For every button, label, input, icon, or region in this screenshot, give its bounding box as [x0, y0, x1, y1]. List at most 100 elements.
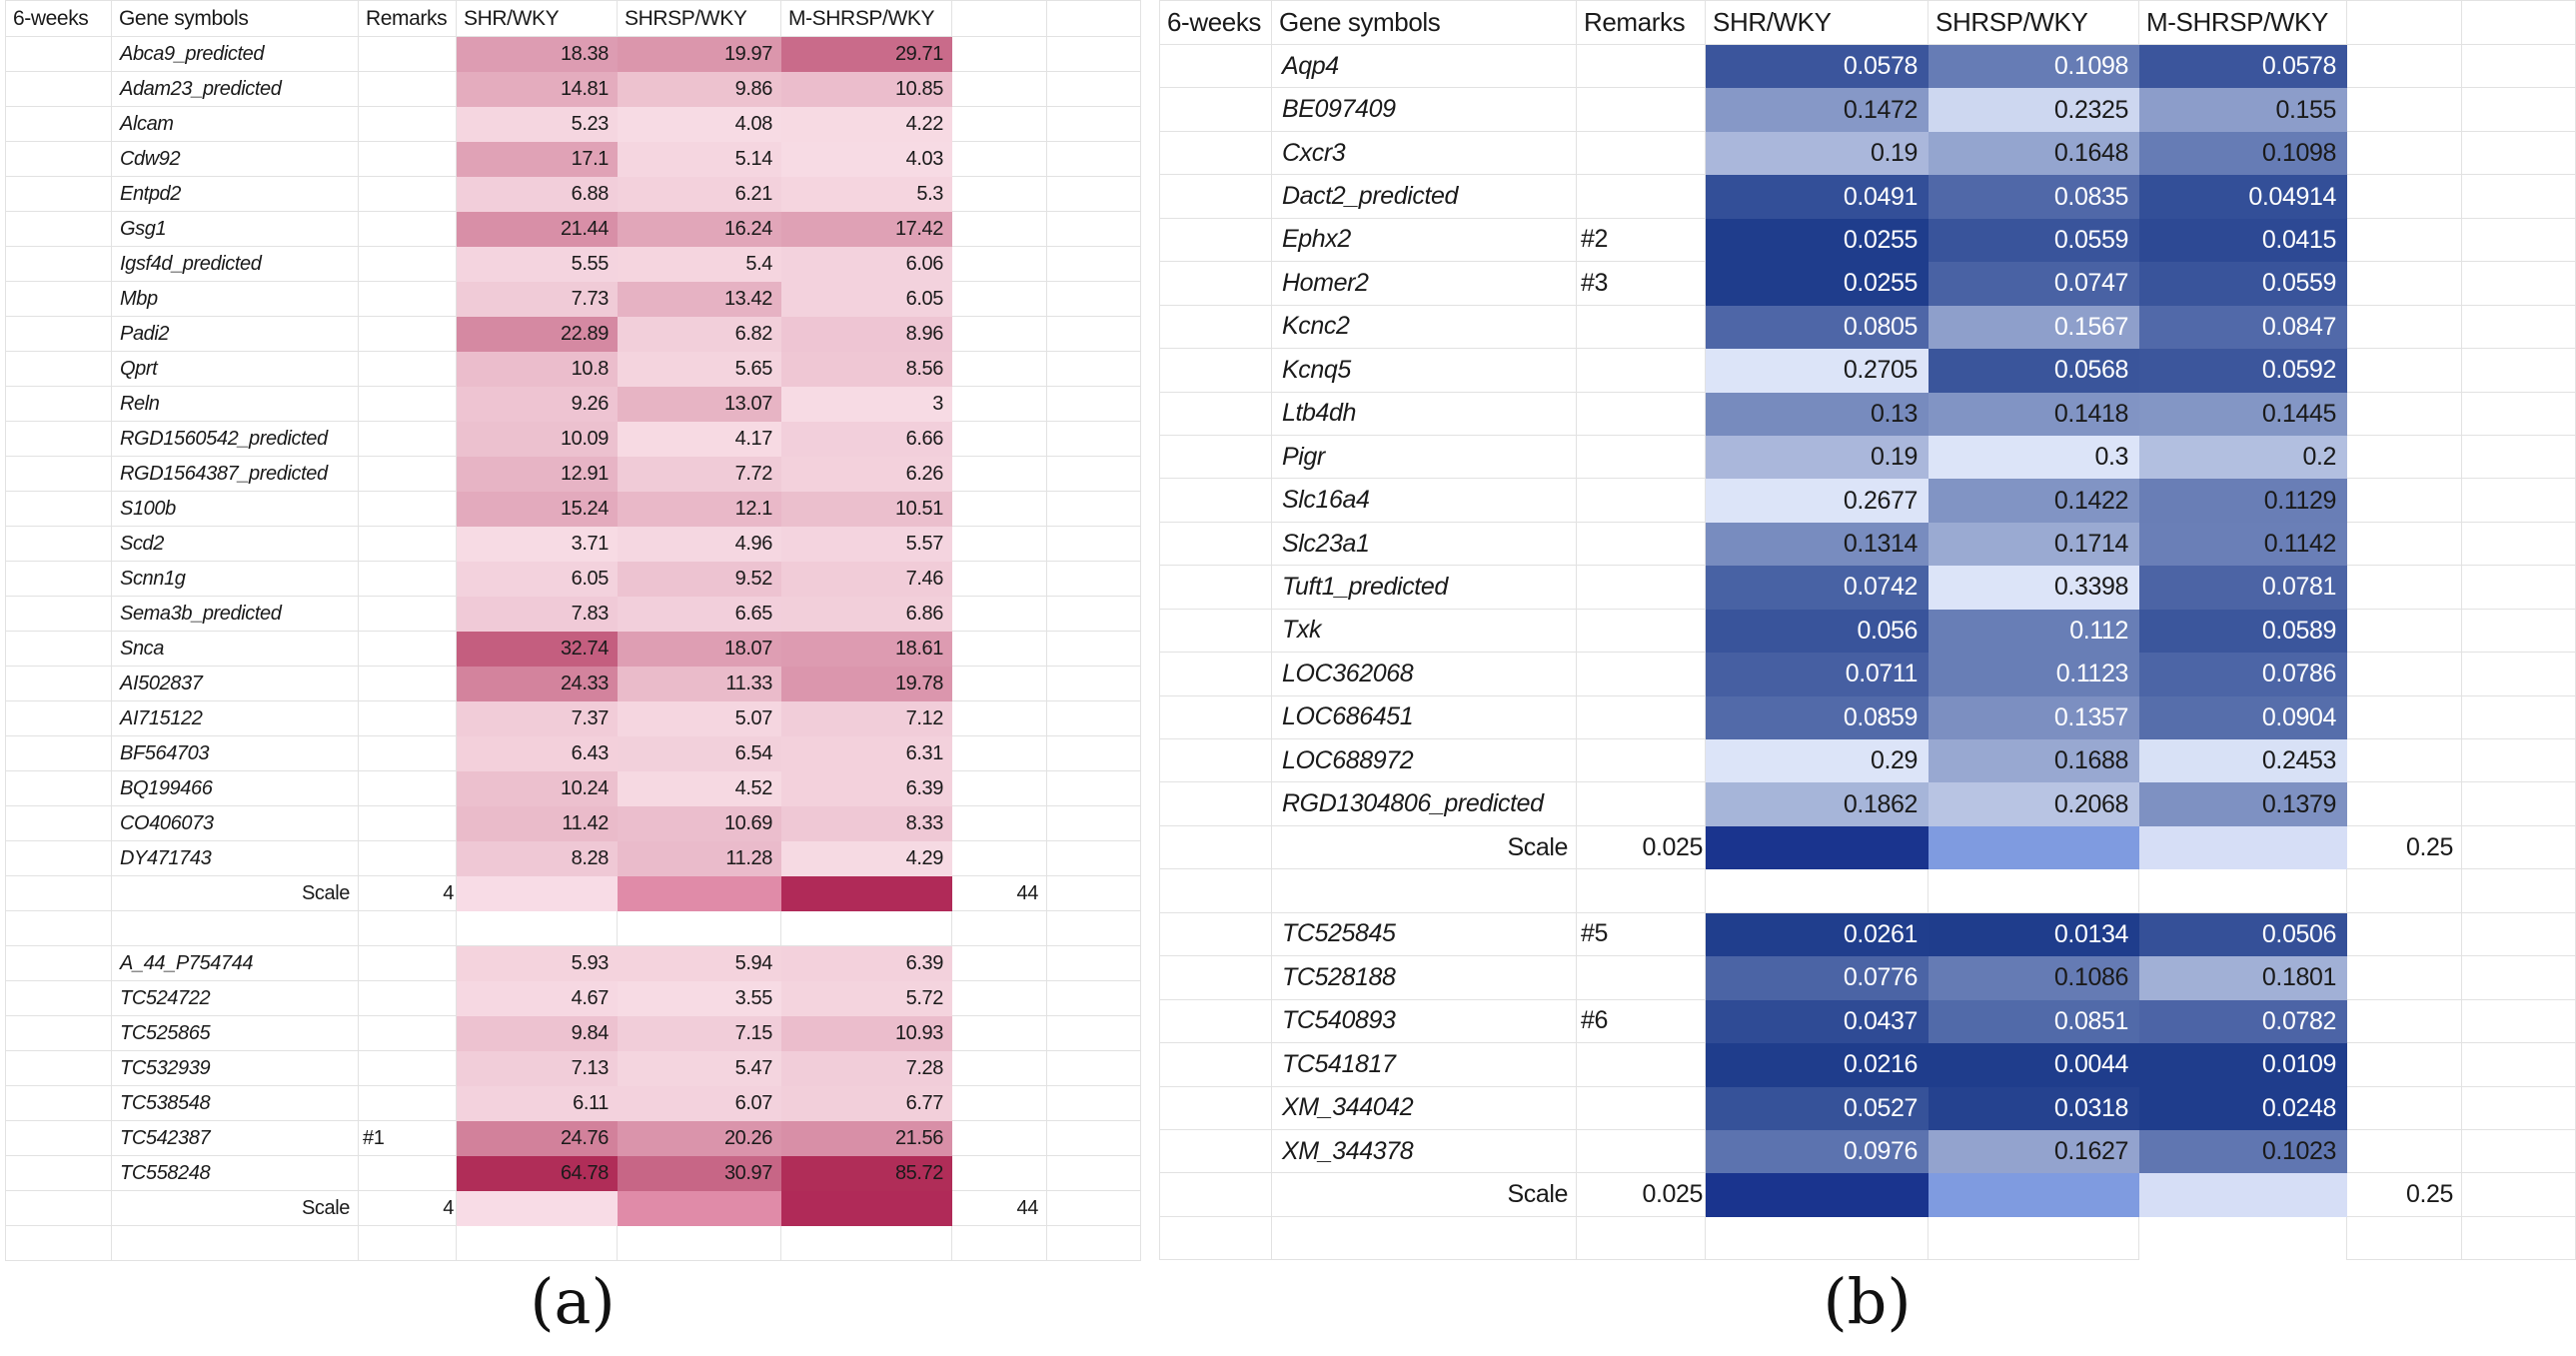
week-cell: [6, 701, 112, 736]
week-cell: [1160, 653, 1272, 696]
remark-cell: [359, 282, 457, 317]
ratio-value-cell: 9.86: [618, 72, 781, 107]
empty-cell: [1047, 387, 1141, 422]
gene-row: RGD1304806_predicted 0.1862 0.2068 0.1379: [1160, 782, 2576, 826]
empty-cell: [952, 317, 1047, 352]
empty-cell: [952, 387, 1047, 422]
remark-cell: [359, 701, 457, 736]
gene-row: Ltb4dh 0.13 0.1418 0.1445: [1160, 392, 2576, 436]
empty-cell: [1577, 869, 1706, 913]
empty-cell: [952, 736, 1047, 771]
ratio-value-cell: 11.28: [618, 841, 781, 876]
ratio-value-cell: 0.0216: [1706, 1043, 1929, 1087]
ratio-value-cell: 10.09: [457, 422, 618, 457]
remark-cell: [359, 72, 457, 107]
ratio-value-cell: 5.14: [618, 142, 781, 177]
empty-cell: [1047, 736, 1141, 771]
empty-cell: [112, 1226, 359, 1261]
heatmap-table-panel-a: 6-weeks Gene symbols Remarks SHR/WKY SHRSP/W…: [5, 0, 1141, 1261]
scale-gradient-cell: [2139, 1173, 2347, 1217]
ratio-value-cell: 11.42: [457, 806, 618, 841]
empty-cell: [1047, 1016, 1141, 1051]
ratio-value-cell: 0.04914: [2139, 175, 2347, 219]
ratio-value-cell: 0.056: [1706, 609, 1929, 654]
column-header: M-SHRSP/WKY: [781, 1, 952, 37]
scale-gradient-cell: [457, 1191, 618, 1226]
ratio-value-cell: 6.05: [457, 562, 618, 597]
empty-cell: [952, 527, 1047, 562]
remark-cell: [1577, 695, 1706, 739]
ratio-value-cell: 30.97: [618, 1156, 781, 1191]
empty-cell: [2347, 956, 2462, 1000]
remark-cell: [1577, 1043, 1706, 1087]
empty-cell: [952, 1156, 1047, 1191]
gene-name-cell: BF564703: [112, 736, 359, 771]
ratio-value-cell: 4.08: [618, 107, 781, 142]
ratio-value-cell: 10.93: [781, 1016, 952, 1051]
week-cell: [6, 946, 112, 981]
empty-cell: [2462, 349, 2576, 393]
gene-row: RGD1560542_predicted 10.09 4.17 6.66: [6, 422, 1141, 457]
empty-cell: [6, 1226, 112, 1261]
empty-cell: [1047, 667, 1141, 701]
week-cell: [6, 806, 112, 841]
ratio-value-cell: 0.0781: [2139, 566, 2347, 610]
week-cell: [1160, 1086, 1272, 1130]
empty-cell: [2462, 1043, 2576, 1087]
spacer-row: [6, 911, 1141, 946]
remark-cell: [359, 736, 457, 771]
scale-gradient-cell: [457, 876, 618, 911]
week-cell: [6, 1016, 112, 1051]
empty-cell: [952, 247, 1047, 282]
ratio-value-cell: 0.1129: [2139, 479, 2347, 523]
ratio-value-cell: 6.39: [781, 771, 952, 806]
gene-name-cell: LOC686451: [1272, 695, 1577, 739]
empty-cell: [781, 911, 952, 946]
empty-cell: [2347, 609, 2462, 654]
gene-name-cell: Padi2: [112, 317, 359, 352]
ratio-value-cell: 5.4: [618, 247, 781, 282]
week-cell: [1160, 522, 1272, 567]
remark-cell: [1577, 739, 1706, 783]
gene-name-cell: LOC688972: [1272, 739, 1577, 783]
empty-cell: [1047, 771, 1141, 806]
spacer-row: [1160, 869, 2576, 913]
empty-cell: [1047, 492, 1141, 527]
empty-cell: [952, 142, 1047, 177]
empty-cell: [2347, 1086, 2462, 1130]
ratio-value-cell: 6.07: [618, 1086, 781, 1121]
empty-cell: [952, 597, 1047, 632]
empty-cell: [952, 562, 1047, 597]
week-cell: [6, 72, 112, 107]
ratio-value-cell: 7.15: [618, 1016, 781, 1051]
empty-cell: [112, 911, 359, 946]
gene-row: Abca9_predicted 18.38 19.97 29.71: [6, 37, 1141, 72]
ratio-value-cell: 0.1098: [2139, 131, 2347, 176]
gene-row: BQ199466 10.24 4.52 6.39: [6, 771, 1141, 806]
week-cell: [6, 771, 112, 806]
ratio-value-cell: 7.28: [781, 1051, 952, 1086]
ratio-value-cell: 18.61: [781, 632, 952, 667]
empty-cell: [2462, 1, 2576, 45]
gene-row: TC524722 4.67 3.55 5.72: [6, 981, 1141, 1016]
empty-cell: [2462, 1086, 2576, 1130]
ratio-value-cell: 18.38: [457, 37, 618, 72]
remark-cell: [359, 771, 457, 806]
ratio-value-cell: 0.3398: [1929, 566, 2139, 610]
remark-cell: [359, 177, 457, 212]
ratio-value-cell: 19.78: [781, 667, 952, 701]
ratio-value-cell: 6.88: [457, 177, 618, 212]
panel-a-label: (a): [530, 1265, 616, 1338]
gene-name-cell: Cdw92: [112, 142, 359, 177]
empty-cell: [1047, 597, 1141, 632]
gene-name-cell: Mbp: [112, 282, 359, 317]
gene-row: Ephx2 #2 0.0255 0.0559 0.0415: [1160, 218, 2576, 263]
gene-name-cell: Igsf4d_predicted: [112, 247, 359, 282]
gene-row: CO406073 11.42 10.69 8.33: [6, 806, 1141, 841]
gene-name-cell: XM_344042: [1272, 1086, 1577, 1130]
ratio-value-cell: 0.0711: [1706, 653, 1929, 696]
week-cell: [1160, 695, 1272, 739]
scale-label-cell: Scale: [112, 1191, 359, 1226]
ratio-value-cell: 6.65: [618, 597, 781, 632]
week-cell: [6, 632, 112, 667]
